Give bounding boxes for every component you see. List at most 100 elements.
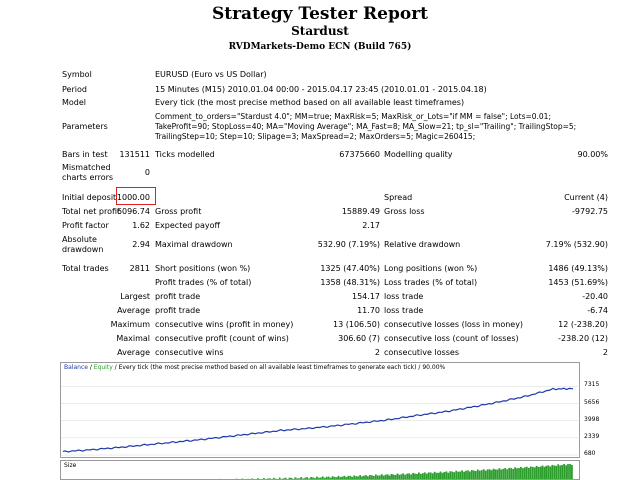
expected-payoff-label: Expected payoff — [155, 221, 220, 230]
size-bar — [351, 476, 354, 479]
parameters-value: Comment_to_orders="Stardust 4.0"; MM=tru… — [155, 112, 577, 141]
profit-factor-label: Profit factor — [62, 221, 109, 230]
size-bar — [474, 471, 477, 479]
abs-drawdown-label: Absolute drawdown — [62, 235, 104, 254]
max-cons-losses-value: 12 (-238.20) — [558, 320, 608, 329]
maximal-label: Maximal — [116, 334, 150, 343]
max-cons-losses-label: consecutive losses (loss in money) — [384, 320, 524, 329]
size-bar — [549, 466, 552, 479]
size-bar — [414, 473, 416, 479]
size-bar — [490, 470, 493, 479]
spread-label: Spread — [384, 193, 413, 202]
size-bar — [274, 478, 277, 479]
size-bar — [284, 477, 287, 479]
size-bar — [510, 468, 512, 479]
size-bar — [514, 467, 516, 479]
size-bar — [453, 472, 456, 479]
size-bar — [235, 478, 238, 479]
profit-factor-value: 1.62 — [132, 221, 150, 230]
size-bar — [555, 465, 558, 479]
avg-cons-wins-value: 2 — [374, 348, 380, 357]
legend-equity: Equity — [93, 364, 113, 371]
size-bar — [537, 466, 540, 479]
size-bar — [331, 476, 334, 479]
total-trades-label: Total trades — [62, 264, 109, 273]
parameters-label: Parameters — [62, 122, 108, 131]
largest-profit-value: 154.17 — [352, 292, 380, 301]
size-bar — [535, 465, 538, 479]
profit-trades-value: 1358 (48.31%) — [320, 278, 380, 287]
size-bar — [390, 474, 393, 479]
loss-trades-label: Loss trades (% of total) — [384, 278, 478, 287]
size-bar — [445, 471, 448, 479]
size-chart-svg — [219, 464, 573, 479]
size-bar — [567, 464, 569, 479]
size-bar — [345, 477, 348, 479]
size-bar — [343, 475, 346, 479]
size-bar — [496, 469, 499, 479]
size-bar — [384, 474, 387, 479]
max-cons-wins-value: 13 (106.50) — [333, 320, 380, 329]
max-drawdown-value: 532.90 (7.19%) — [317, 240, 380, 249]
balance-chart-frame: Balance / Equity / Every tick (the most … — [60, 362, 581, 458]
size-bar — [476, 469, 479, 479]
size-bar — [290, 477, 293, 479]
average-profit-label: profit trade — [155, 306, 201, 315]
size-bar — [296, 478, 299, 479]
size-bar — [314, 478, 316, 479]
size-bar — [349, 475, 352, 479]
size-bar — [308, 478, 310, 479]
model-value: Every tick (the most precise method base… — [155, 98, 465, 107]
legend-sep: / — [87, 364, 94, 371]
size-bar — [439, 471, 442, 479]
avg-cons-losses-value: 2 — [602, 348, 608, 357]
average-loss-value: -6.74 — [587, 306, 608, 315]
size-bar — [219, 478, 222, 479]
spread-value: Current (4) — [564, 193, 608, 202]
size-bar — [327, 476, 330, 479]
rel-drawdown-value: 7.19% (532.90) — [545, 240, 608, 249]
size-bar — [447, 472, 450, 479]
size-bar — [459, 471, 461, 479]
long-value: 1486 (49.13%) — [548, 264, 608, 273]
size-bar — [531, 466, 534, 479]
size-bar — [267, 478, 269, 479]
y-tick-label: 2339 — [584, 432, 600, 440]
chart-legend: Balance / Equity / Every tick (the most … — [64, 364, 445, 372]
size-bar — [492, 468, 495, 479]
size-bar — [410, 474, 412, 479]
size-bar — [416, 473, 418, 479]
size-bar — [251, 478, 254, 479]
size-bar — [484, 470, 487, 479]
size-bar — [553, 465, 556, 479]
size-bar — [480, 470, 483, 479]
size-bar — [433, 471, 436, 479]
size-bar — [294, 477, 297, 479]
size-bar — [361, 476, 363, 479]
average-label: Average — [117, 306, 150, 315]
long-label: Long positions (won %) — [384, 264, 478, 273]
mismatched-label: Mismatched charts errors — [62, 163, 114, 182]
size-bar — [504, 468, 507, 479]
size-bar — [402, 473, 405, 479]
size-bar — [471, 470, 473, 479]
expert-name: Stardust — [291, 24, 349, 38]
period-label: Period — [62, 85, 87, 94]
size-bar — [302, 478, 305, 479]
size-bar — [394, 475, 397, 479]
size-bar — [396, 473, 399, 479]
short-value: 1325 (47.40%) — [320, 264, 380, 273]
symbol-label: Symbol — [62, 70, 92, 79]
size-bar — [422, 473, 424, 479]
rel-drawdown-label: Relative drawdown — [384, 240, 461, 249]
deposit-label: Initial deposit — [62, 193, 117, 202]
size-bar — [380, 474, 383, 479]
size-bar — [449, 471, 452, 479]
ticks-value: 67375660 — [339, 150, 380, 159]
y-tick-label: 680 — [584, 450, 596, 457]
size-bar — [288, 477, 291, 479]
size-chart: Size — [60, 460, 580, 480]
maximal-profit-label: consecutive profit (count of wins) — [155, 334, 289, 343]
size-bar — [524, 467, 526, 479]
size-bar — [257, 478, 259, 479]
